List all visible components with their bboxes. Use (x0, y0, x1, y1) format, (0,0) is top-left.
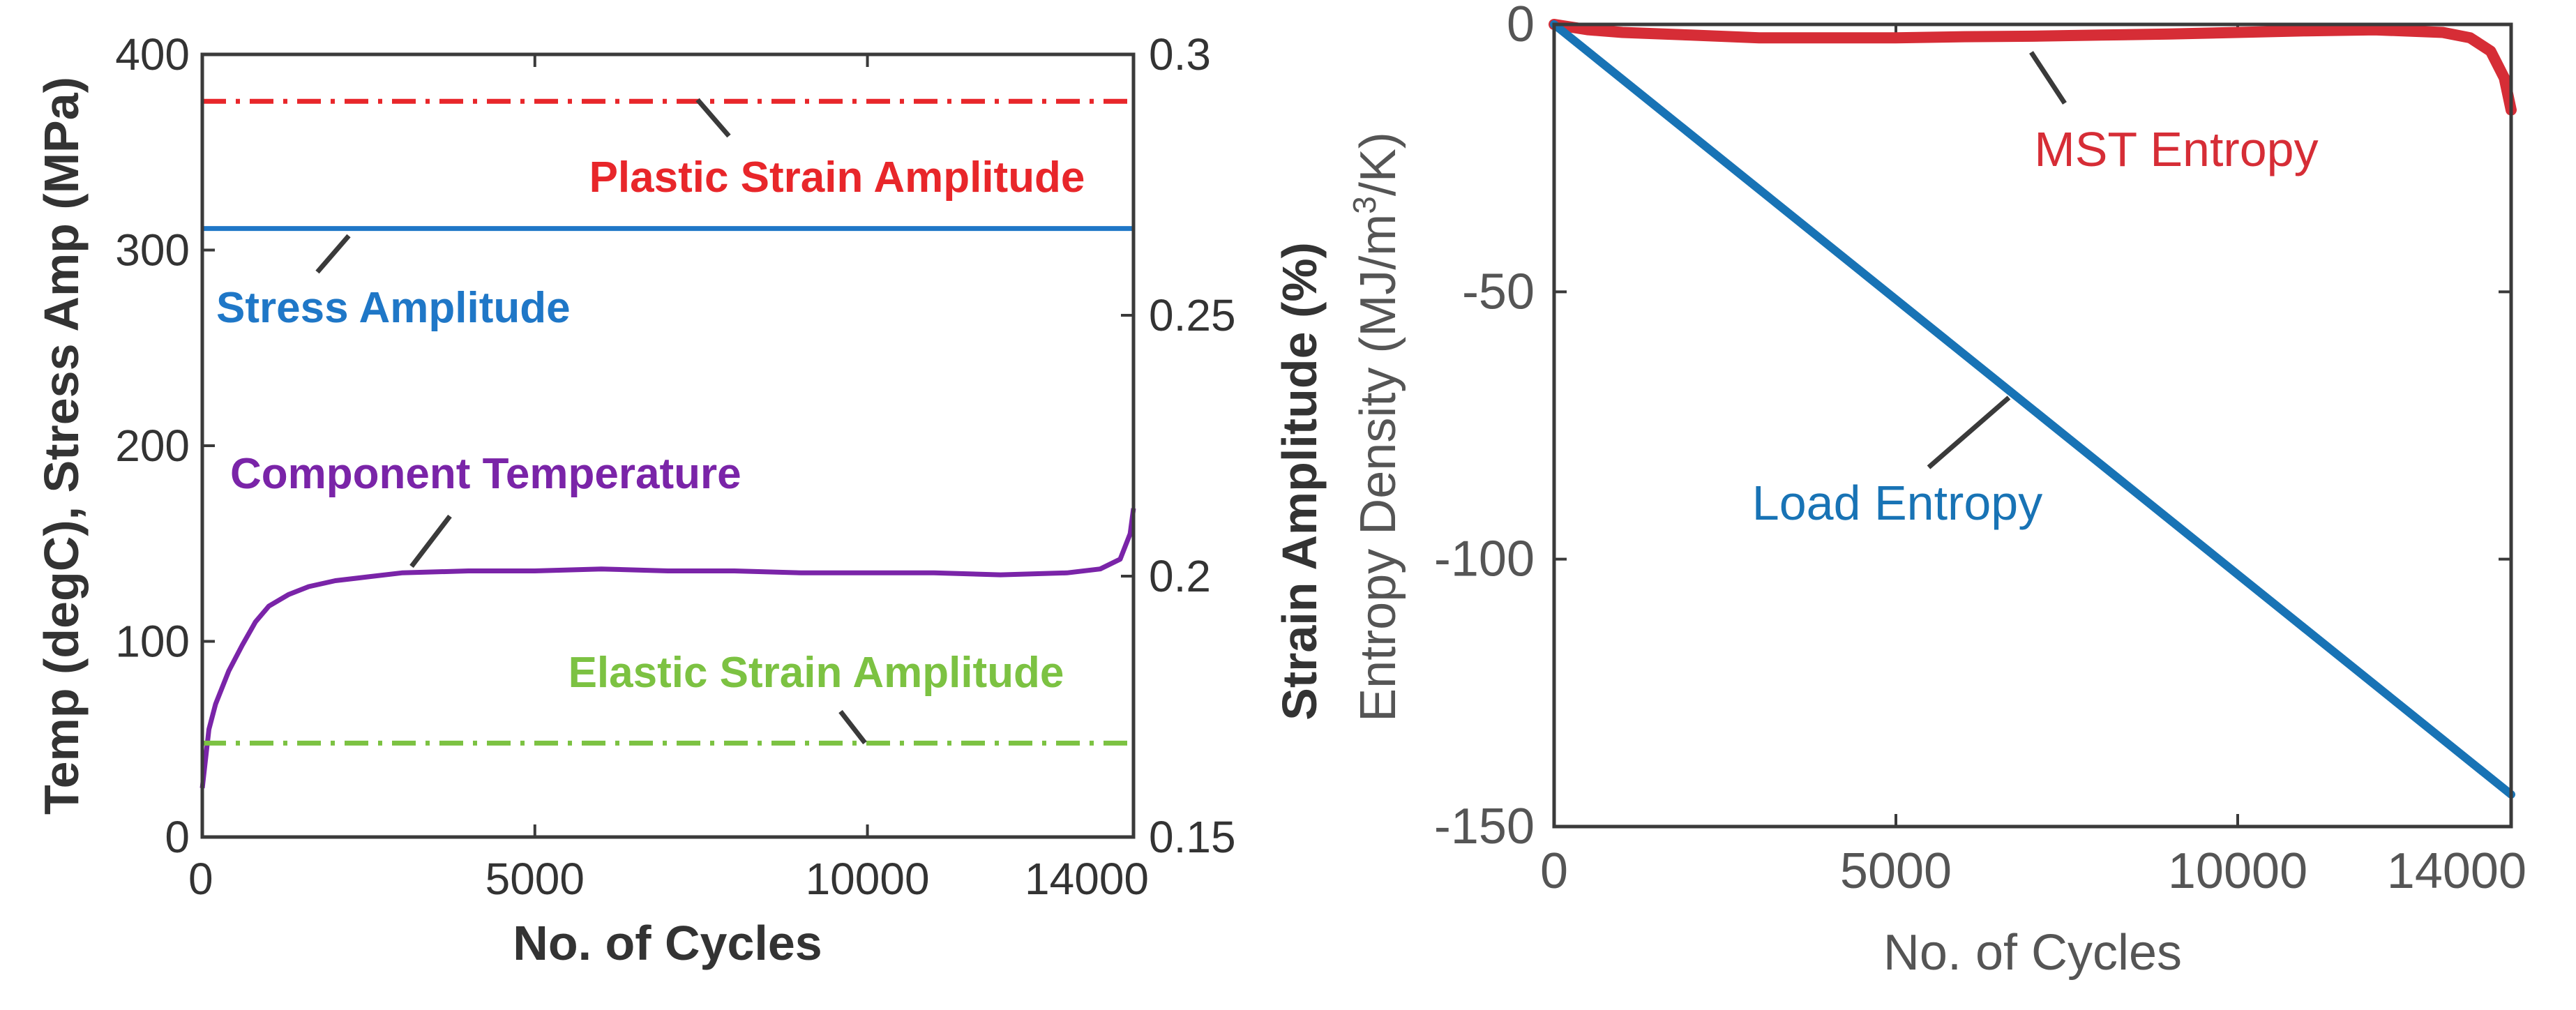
entropy-ylabel-superscript: 3 (1346, 196, 1383, 214)
left-tick-labels: 0 5000 10000 14000 0 100 200 300 400 0.15 0.2 0.25 0… (115, 29, 1235, 904)
left-x-axis-title: No. of Cycles (513, 916, 822, 970)
left-chart: 0 5000 10000 14000 0 100 200 300 400 0.15 0.2 0.25 0… (34, 29, 1327, 970)
entropy-ylabel-tail: /K) (1350, 132, 1406, 196)
entropy-x-tick-label: 5000 (1840, 843, 1952, 899)
plastic-strain-leader (695, 98, 731, 138)
left-plot-frame (200, 52, 1136, 839)
left-y-tick-label: 100 (115, 617, 190, 667)
mst-entropy-leader (2029, 51, 2067, 105)
left-x-tick-label: 0 (188, 854, 213, 904)
left-y-tick-label: 400 (115, 29, 190, 80)
left-series-group (199, 98, 1136, 789)
entropy-x-tick-label: 14000 (2387, 843, 2526, 899)
mst-entropy-line (1549, 19, 2517, 116)
entropy-y-axis-title: Entropy Density (MJ/m3/K) (1346, 132, 1406, 722)
left-x-tick-label: 5000 (485, 854, 585, 904)
entropy-ylabel-main: Entropy Density (MJ/m (1350, 214, 1406, 722)
left-y-axis-title: Temp (degC), Stress Amp (MPa) (34, 77, 89, 815)
right-x-axis-title: No. of Cycles (1883, 925, 2182, 981)
right-y-tick-label: 0.25 (1149, 290, 1236, 340)
right-tick-labels: 0 5000 10000 14000 0 -50 -100 -150 (1434, 0, 2526, 899)
right-y-tick-label: 0.2 (1149, 551, 1211, 601)
left-y-tick-label: 200 (115, 421, 190, 471)
stress-amplitude-leader (315, 234, 351, 274)
entropy-y-tick-label: 0 (1507, 0, 1535, 52)
entropy-y-tick-label: -150 (1434, 799, 1535, 854)
elastic-strain-leader (838, 709, 867, 745)
entropy-y-tick-label: -50 (1462, 264, 1535, 319)
plastic-strain-label: Plastic Strain Amplitude (589, 153, 1085, 202)
stress-amplitude-label: Stress Amplitude (216, 284, 571, 332)
left-x-tick-label: 10000 (806, 854, 930, 904)
right-series-group (1549, 19, 2517, 799)
elastic-strain-label: Elastic Strain Amplitude (568, 649, 1064, 697)
load-entropy-leader (1927, 395, 2011, 469)
mst-entropy-label: MST Entropy (2034, 122, 2318, 176)
entropy-x-tick-label: 0 (1540, 843, 1568, 899)
load-entropy-label: Load Entropy (1752, 476, 2042, 530)
component-temperature-label: Component Temperature (230, 450, 741, 498)
left-y-tick-label: 300 (115, 225, 190, 276)
left-y-tick-label: 0 (165, 812, 190, 862)
left-x-tick-label: 14000 (1025, 854, 1149, 904)
right-plot-frame (1552, 22, 2513, 829)
right-y-tick-label: 0.3 (1149, 29, 1211, 80)
component-temperature-line (199, 508, 1136, 789)
entropy-y-tick-label: -100 (1434, 532, 1535, 587)
load-entropy-line (1550, 20, 2515, 799)
component-temperature-leader (409, 514, 452, 568)
right-y-axis-title: Strain Amplitude (%) (1272, 242, 1327, 721)
right-y-tick-label: 0.15 (1149, 812, 1236, 862)
entropy-x-tick-label: 10000 (2168, 843, 2307, 899)
